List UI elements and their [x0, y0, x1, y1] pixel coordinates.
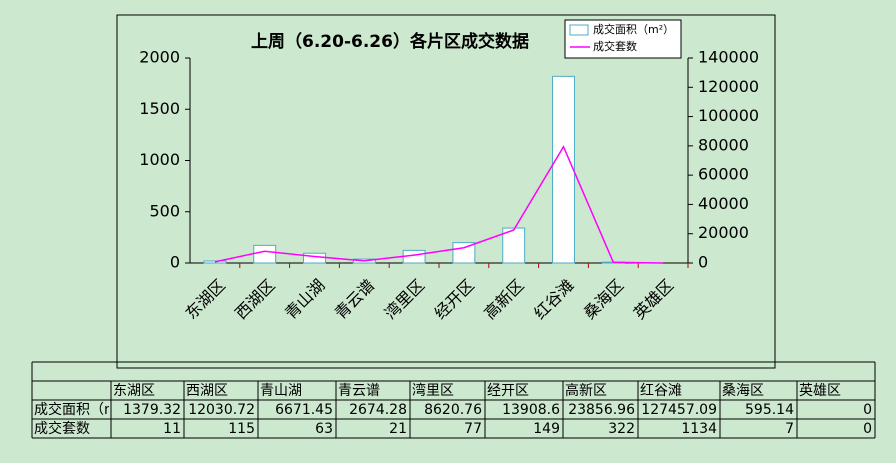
- y2-tick-label: 60000: [698, 165, 749, 184]
- y-tick-label: 500: [149, 201, 180, 220]
- table-header: 湾里区: [412, 382, 454, 399]
- bar: [452, 242, 476, 264]
- table-cell: 6671.45: [275, 402, 333, 418]
- table-header: 东湖区: [113, 383, 155, 399]
- table-cell: 11: [163, 421, 181, 437]
- table-header: 经开区: [487, 383, 529, 399]
- y-tick-label: 1000: [139, 150, 180, 169]
- y-tick-label: 0: [170, 253, 180, 272]
- table-cell: 23856.96: [568, 402, 635, 418]
- table-cell: 0: [863, 421, 872, 437]
- table-cell: 21: [389, 421, 407, 437]
- legend-label: 成交套数: [593, 39, 637, 53]
- table-cell: 7: [785, 421, 794, 437]
- table-row-label: 成交面积（m²）: [34, 401, 137, 418]
- line: [214, 145, 664, 264]
- table-header: 高新区: [565, 382, 607, 399]
- y2-tick-label: 140000: [698, 48, 759, 67]
- table-header: 桑海区: [722, 383, 764, 399]
- chart-title: 上周（6.20-6.26）各片区成交数据: [251, 31, 529, 52]
- table-header: 青云谱: [338, 383, 380, 399]
- bar: [253, 244, 277, 264]
- table-header: 英雄区: [799, 382, 841, 399]
- table-cell: 149: [533, 421, 560, 437]
- bar: [203, 260, 227, 264]
- bar: [552, 75, 575, 264]
- table-cell: 2674.28: [349, 402, 407, 418]
- table-cell: 595.14: [745, 402, 794, 418]
- table-cell: 12030.72: [188, 402, 255, 418]
- y2-tick-label: 20000: [698, 223, 749, 242]
- y-tick-label: 1500: [139, 99, 180, 118]
- y2-tick-label: 80000: [698, 135, 749, 154]
- table-cell: 13908.6: [502, 402, 560, 418]
- table-cell: 0: [863, 402, 872, 418]
- y-tick-label: 2000: [139, 48, 180, 67]
- table-cell: 8620.76: [424, 402, 482, 418]
- table-cell: 77: [464, 421, 482, 437]
- table-cell: 63: [315, 421, 333, 437]
- bar: [303, 252, 326, 264]
- table-row-label: 成交套数: [34, 420, 90, 437]
- chart-frame: [116, 14, 776, 369]
- legend-label: 成交面积（m²）: [593, 22, 674, 36]
- y2-tick-label: 120000: [698, 77, 759, 96]
- table-header: 西湖区: [186, 383, 228, 399]
- table-cell: 322: [608, 421, 635, 437]
- y2-tick-label: 100000: [698, 106, 759, 125]
- legend-swatch: [569, 24, 589, 36]
- table-cell: 115: [228, 421, 255, 437]
- y2-tick-label: 0: [698, 253, 708, 272]
- table-header: 青山湖: [260, 383, 302, 399]
- table-cell: 127457.09: [641, 402, 717, 418]
- y2-tick-label: 40000: [698, 194, 749, 213]
- table-cell: 1134: [681, 421, 717, 437]
- table-cell: 1379.32: [123, 402, 181, 418]
- bar: [502, 227, 526, 264]
- table-header: 红谷滩: [640, 383, 682, 399]
